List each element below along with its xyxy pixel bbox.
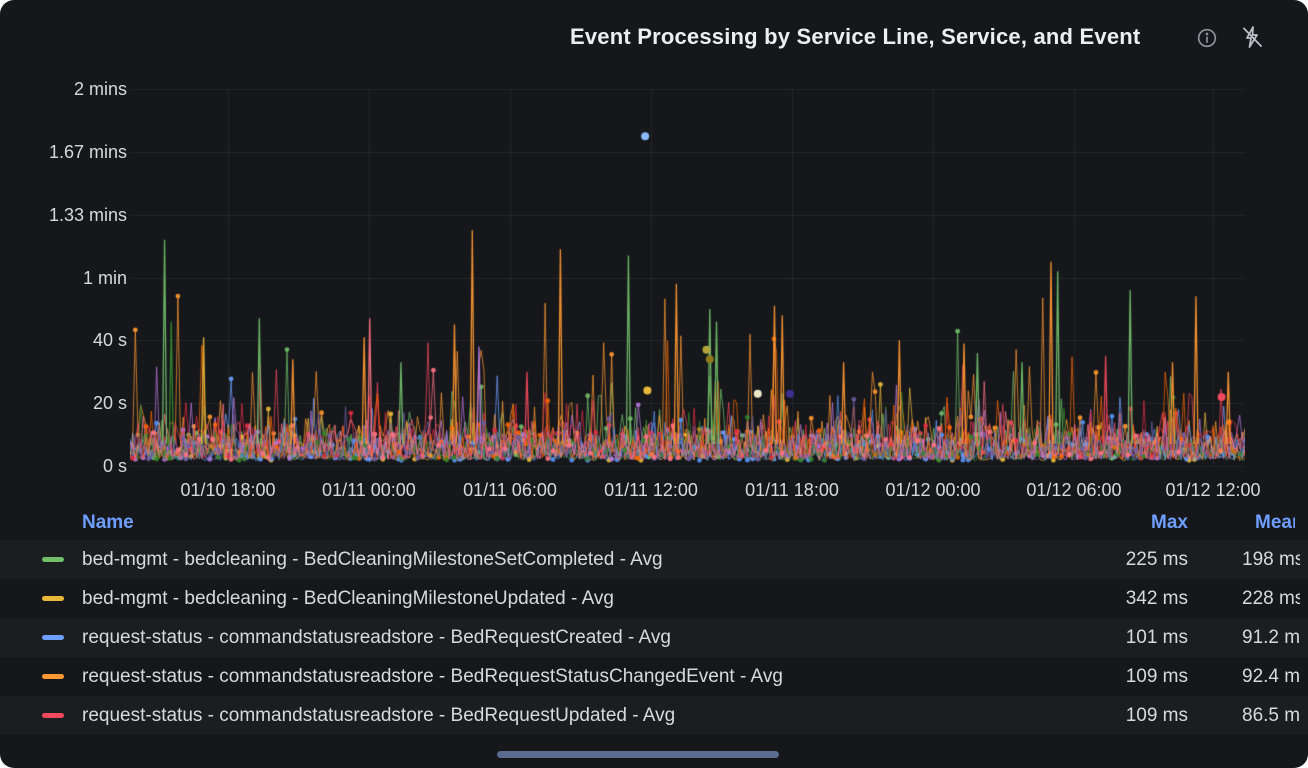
legend-row[interactable]: bed-mgmt - bedcleaning - BedCleaningMile… — [0, 579, 1308, 618]
panel-title[interactable]: Event Processing by Service Line, Servic… — [570, 24, 1141, 49]
x-axis-tick-label: 01/10 18:00 — [180, 480, 276, 500]
series-name: request-status - commandstatusreadstore … — [82, 665, 783, 687]
horizontal-scrollbar-thumb[interactable] — [497, 751, 779, 758]
x-axis-tick-label: 01/11 12:00 — [604, 480, 698, 500]
series-name: request-status - commandstatusreadstore … — [82, 704, 676, 726]
series-color-marker[interactable] — [42, 557, 64, 562]
legend-rows: bed-mgmt - bedcleaning - BedCleaningMile… — [0, 540, 1308, 735]
x-axis-tick-label: 01/12 12:00 — [1165, 480, 1261, 500]
series-color-marker[interactable] — [42, 674, 64, 679]
series-name: bed-mgmt - bedcleaning - BedCleaningMile… — [82, 548, 663, 570]
series-max-value: 225 ms — [1125, 548, 1188, 570]
series-name: bed-mgmt - bedcleaning - BedCleaningMile… — [82, 587, 614, 609]
y-axis-tick-label: 1.67 mins — [48, 141, 127, 162]
x-axis-tick-label: 01/12 06:00 — [1026, 480, 1122, 500]
y-axis-tick-label: 20 s — [92, 393, 127, 414]
legend-row[interactable]: request-status - commandstatusreadstore … — [0, 618, 1308, 657]
legend-header-mean[interactable]: Mean — [1255, 512, 1295, 533]
legend-row[interactable]: request-status - commandstatusreadstore … — [0, 657, 1308, 696]
series-max-value: 109 ms — [1125, 704, 1188, 726]
series-max-value: 342 ms — [1125, 587, 1188, 609]
series-mean-value: 198 ms — [1242, 548, 1300, 570]
x-axis-tick-label: 01/11 06:00 — [463, 480, 557, 500]
legend-row[interactable]: bed-mgmt - bedcleaning - BedCleaningMile… — [0, 540, 1308, 579]
y-axis-tick-label: 0 s — [102, 456, 127, 476]
x-axis-tick-label: 01/11 00:00 — [322, 480, 416, 500]
y-axis-tick-label: 40 s — [92, 330, 127, 351]
info-icon[interactable] — [1197, 28, 1217, 53]
y-axis-tick-label: 2 mins — [73, 79, 127, 99]
zap-off-icon[interactable] — [1240, 25, 1264, 54]
series-color-marker[interactable] — [42, 635, 64, 640]
legend-row[interactable]: request-status - commandstatusreadstore … — [0, 696, 1308, 735]
series-mean-value: 92.4 ms — [1242, 665, 1300, 687]
time-series-plot[interactable] — [130, 80, 1245, 475]
x-axis-tick-label: 01/11 18:00 — [745, 480, 839, 500]
series-color-marker[interactable] — [42, 713, 64, 718]
legend-table: Name Max Mean bed-mgmt - bedcleaning - B… — [0, 506, 1308, 735]
y-axis-tick-label: 1.33 mins — [48, 204, 127, 225]
legend-header: Name Max Mean — [0, 506, 1308, 540]
series-max-value: 109 ms — [1125, 665, 1188, 687]
series-mean-value: 86.5 ms — [1242, 704, 1300, 726]
series-max-value: 101 ms — [1125, 626, 1188, 648]
y-axis-tick-label: 1 min — [82, 267, 127, 288]
x-axis-tick-label: 01/12 00:00 — [885, 480, 981, 500]
series-color-marker[interactable] — [42, 596, 64, 601]
legend-header-name[interactable]: Name — [82, 512, 134, 533]
legend-header-max[interactable]: Max — [1151, 512, 1188, 533]
series-name: request-status - commandstatusreadstore … — [82, 626, 671, 648]
series-mean-value: 91.2 ms — [1242, 626, 1300, 648]
series-mean-value: 228 ms — [1242, 587, 1300, 609]
